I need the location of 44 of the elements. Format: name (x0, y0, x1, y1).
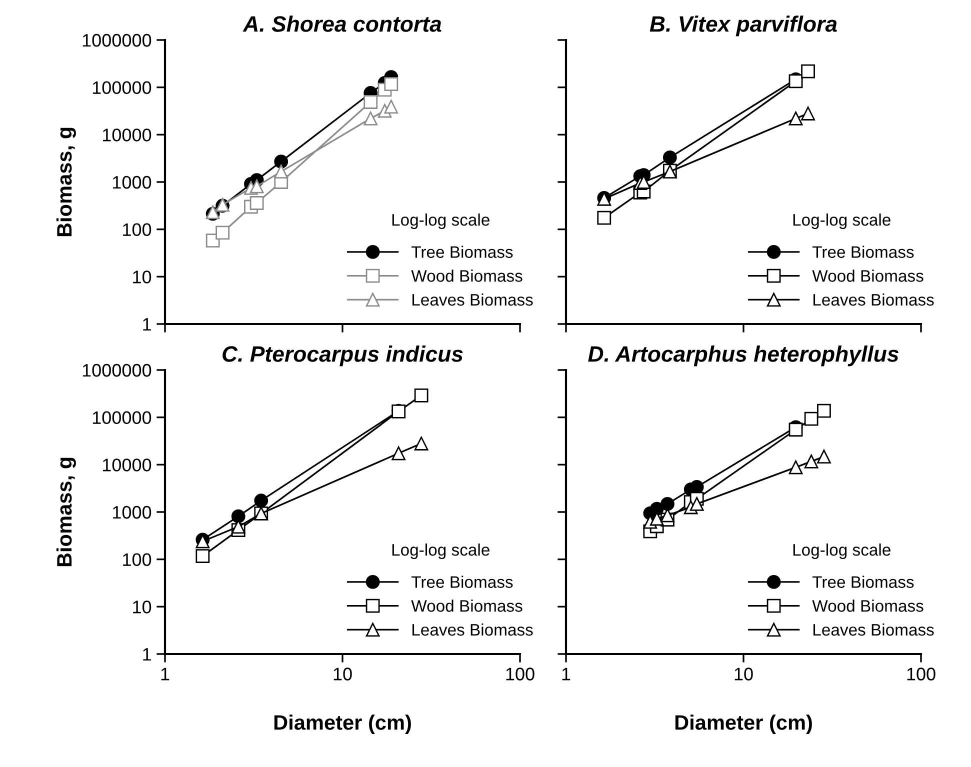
x-tick-label: 10 (334, 668, 352, 680)
y-tick-label: 10 (133, 600, 152, 614)
legend-label: Wood Biomass (812, 600, 924, 612)
legend-title: Log-log scale (793, 544, 890, 560)
legend-title: Log-log scale (793, 214, 890, 230)
y-axis-title: Biomass, g (56, 458, 76, 566)
x-tick-label: 100 (506, 668, 534, 680)
x-tick-label: 1 (562, 668, 570, 680)
chart-title: A. Shorea contorta (242, 16, 442, 32)
legend-label: Wood Biomass (411, 600, 522, 612)
legend-label: Leaves Biomass (412, 293, 533, 306)
legend-label: Wood Biomass (812, 270, 924, 282)
x-axis-title: Diameter (cm) (675, 714, 812, 734)
chart-title: D. Artocarphus heterophyllus (588, 346, 899, 366)
y-tick-label: 100000 (92, 81, 152, 94)
chart-title: C. Pterocarpus indicus (222, 346, 463, 366)
legend-title: Log-log scale (392, 214, 490, 230)
y-tick-label: 1000 (113, 176, 152, 189)
legend-label: Tree Biomass (412, 246, 513, 258)
legend-label: Leaves Biomass (412, 623, 533, 636)
y-tick-label: 100 (123, 553, 152, 566)
y-tick-label: 1000000 (82, 364, 152, 377)
y-tick-label: 1 (143, 318, 151, 331)
y-axis-title: Biomass, g (56, 128, 76, 236)
x-axis-title: Diameter (cm) (274, 714, 411, 734)
x-tick-label: 1 (161, 668, 170, 680)
legend-label: Tree Biomass (812, 246, 914, 258)
x-tick-label: 10 (734, 668, 753, 680)
legend-title: Log-log scale (392, 544, 490, 560)
y-tick-label: 100000 (92, 411, 152, 424)
y-tick-label: 1000000 (82, 34, 152, 47)
y-tick-label: 10000 (102, 128, 152, 142)
y-tick-label: 10 (133, 270, 152, 284)
legend-label: Wood Biomass (411, 270, 522, 282)
y-tick-label: 1000 (113, 506, 152, 519)
legend-label: Leaves Biomass (813, 623, 934, 636)
legend-label: Tree Biomass (812, 576, 914, 588)
y-tick-label: 100 (123, 223, 152, 236)
legend-label: Tree Biomass (412, 576, 513, 588)
chart-title: B. Vitex parviflora (650, 16, 837, 36)
y-tick-label: 10000 (102, 458, 152, 472)
x-tick-label: 100 (907, 668, 936, 680)
legend-label: Leaves Biomass (813, 293, 934, 306)
y-tick-label: 1 (143, 648, 151, 661)
